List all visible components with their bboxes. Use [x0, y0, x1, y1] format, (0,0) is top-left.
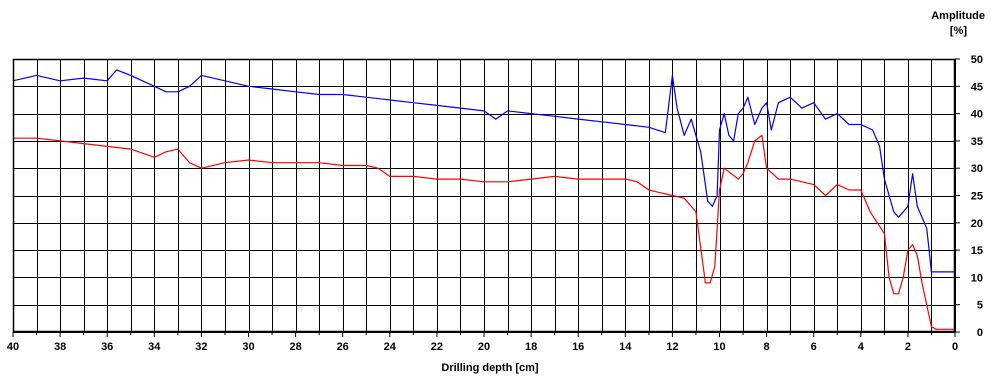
x-tick-label: 6 — [811, 341, 817, 353]
y-axis-title: Amplitude — [931, 10, 985, 22]
x-axis-title: Drilling depth [cm] — [441, 362, 539, 374]
x-tick-labels: 40 38 36 34 32 30 28 26 24 22 20 18 16 14 12 10 8 6 4 2 0 — [7, 332, 958, 353]
x-tick-label: 38 — [54, 341, 66, 353]
x-tick-label: 18 — [525, 341, 537, 353]
x-tick-label: 26 — [337, 341, 349, 353]
x-tick-label: 24 — [384, 341, 397, 353]
y-tick-label: 50 — [971, 54, 983, 66]
y-axis-unit: [%] — [950, 25, 967, 37]
y-tick-label: 45 — [971, 81, 983, 93]
x-tick-label: 20 — [478, 341, 490, 353]
x-tick-label: 30 — [242, 341, 254, 353]
x-tick-label: 8 — [764, 341, 770, 353]
plot-border — [12, 58, 956, 333]
x-tick-label: 10 — [713, 341, 725, 353]
x-tick-label: 34 — [148, 341, 161, 353]
x-tick-label: 22 — [431, 341, 443, 353]
series-group — [12, 69, 955, 330]
x-tick-label: 4 — [858, 341, 865, 353]
y-tick-label: 20 — [971, 218, 983, 230]
x-tick-label: 32 — [195, 341, 207, 353]
y-tick-label: 40 — [971, 109, 983, 121]
x-tick-label: 16 — [572, 341, 584, 353]
y-tick-label: 5 — [977, 300, 983, 312]
y-tick-label: 25 — [971, 191, 983, 203]
x-tick-label: 36 — [101, 341, 113, 353]
series-line-blue — [12, 69, 955, 273]
y-tick-label: 15 — [971, 245, 983, 257]
y-tick-label: 0 — [977, 327, 983, 339]
x-tick-label: 12 — [666, 341, 678, 353]
x-tick-label: 40 — [7, 341, 19, 353]
y-tick-labels: 0 5 10 15 20 25 30 35 40 45 50 — [955, 54, 983, 339]
plot-frame — [12, 58, 956, 333]
x-tick-label: 2 — [905, 341, 911, 353]
y-tick-label: 30 — [971, 163, 983, 175]
y-tick-label: 35 — [971, 136, 983, 148]
series-line-red — [13, 134, 955, 330]
x-tick-label: 28 — [289, 341, 301, 353]
y-tick-label: 10 — [971, 272, 983, 284]
grid — [13, 59, 956, 333]
x-tick-label: 14 — [619, 341, 632, 353]
x-tick-label: 0 — [952, 341, 958, 353]
